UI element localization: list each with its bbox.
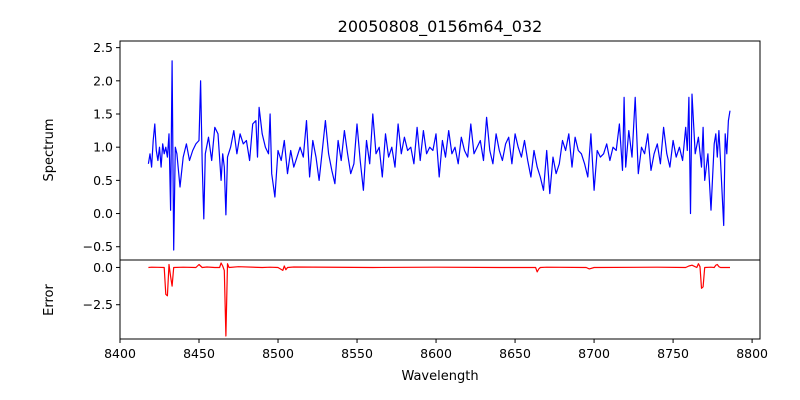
spectrum-y-tick-label: 2.0	[93, 73, 113, 88]
error-y-tick-label: −2.5	[83, 297, 113, 312]
error-y-tick-label: 0.0	[93, 260, 113, 275]
spectrum-y-axis-label: Spectrum	[42, 119, 57, 182]
spectrum-y-tick-label: 1.5	[93, 107, 113, 122]
error-series-line	[148, 262, 730, 337]
error-axes-frame	[119, 259, 761, 340]
x-tick-label: 8500	[262, 346, 294, 361]
spectrum-y-tick-label: −0.5	[83, 239, 113, 254]
x-tick-label: 8550	[341, 346, 373, 361]
x-tick-label: 8650	[499, 346, 531, 361]
x-tick-label: 8600	[420, 346, 452, 361]
x-tick-label: 8800	[736, 346, 768, 361]
x-tick-label: 8700	[578, 346, 610, 361]
spectrum-y-tick-label: 2.5	[93, 40, 113, 55]
x-axis-label: Wavelength	[401, 369, 478, 384]
error-y-axis-label: Error	[42, 284, 57, 316]
spectrum-series-line	[147, 60, 731, 251]
error-panel: 0.0 −2.5 Error 8400 8450 8500 8550 8600 8650 8700…	[42, 259, 768, 361]
spectrum-y-tick-label: 0.5	[93, 173, 113, 188]
x-tick-label: 8400	[104, 346, 136, 361]
x-tick-label: 8450	[183, 346, 215, 361]
x-tick-label: 8750	[657, 346, 689, 361]
spectrum-y-tick-label: 1.0	[93, 140, 113, 155]
spectrum-y-tick-label: 0.0	[93, 206, 113, 221]
chart-title: 20050808_0156m64_032	[338, 17, 543, 37]
